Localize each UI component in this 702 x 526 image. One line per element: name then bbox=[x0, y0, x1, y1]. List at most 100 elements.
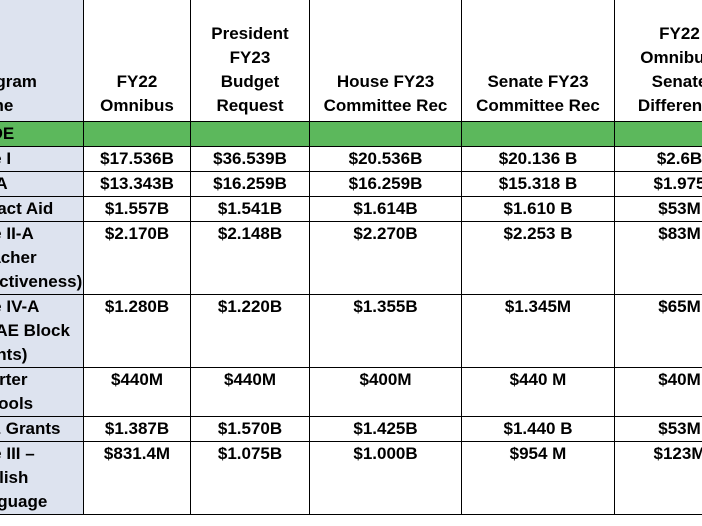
program-name-cell: CTE Grants bbox=[0, 416, 84, 442]
value-cell: $1.541B bbox=[190, 196, 310, 222]
value-cell: $440M bbox=[190, 367, 310, 417]
value-cell: $1.345M bbox=[461, 294, 615, 368]
value-cell: $36.539B bbox=[190, 146, 310, 172]
section-cell bbox=[461, 121, 615, 147]
program-name-line: Title IV-A bbox=[0, 297, 40, 316]
column-header-line: Omnibus bbox=[100, 96, 174, 115]
section-cell bbox=[614, 121, 702, 147]
column-header-line: President bbox=[211, 24, 289, 43]
column-header-line: Committee Rec bbox=[476, 96, 600, 115]
column-header-line: FY22 bbox=[659, 24, 700, 43]
program-name-cell: Charter Schools bbox=[0, 367, 84, 417]
column-header: Program Name bbox=[0, 0, 84, 122]
value-cell: $40M bbox=[614, 367, 702, 417]
program-name-line: (Teacher bbox=[0, 248, 37, 267]
value-cell: $123M bbox=[614, 441, 702, 515]
value-cell: $1.557B bbox=[83, 196, 191, 222]
program-name-cell: Title I bbox=[0, 146, 84, 172]
value-cell: $1.614B bbox=[309, 196, 462, 222]
section-cell bbox=[309, 121, 462, 147]
program-name-line: Grants) bbox=[0, 345, 28, 364]
section-row: USDE bbox=[0, 121, 702, 147]
program-name-line: CTE Grants bbox=[0, 419, 61, 438]
value-cell: $65M bbox=[614, 294, 702, 368]
program-name-line: Effectiveness) bbox=[0, 272, 83, 291]
table-row: Title III – English Language $831.4M$1.075B… bbox=[0, 441, 702, 515]
value-cell: $1.387B bbox=[83, 416, 191, 442]
section-cell bbox=[190, 121, 310, 147]
value-cell: $16.259B bbox=[309, 171, 462, 197]
value-cell: $440M bbox=[83, 367, 191, 417]
column-header: President FY23 Budget Request bbox=[190, 0, 310, 122]
value-cell: $15.318 B bbox=[461, 171, 615, 197]
value-cell: $2.253 B bbox=[461, 221, 615, 295]
table-row: Title II-A(TeacherEffectiveness)$2.170B$… bbox=[0, 221, 702, 295]
value-cell: $1.440 B bbox=[461, 416, 615, 442]
column-header-line: FY22 bbox=[116, 72, 158, 91]
column-header: Senate FY23 Committee Rec bbox=[461, 0, 615, 122]
table-row: Title IV-A (SSAE Block Grants) $1.280B$1.22… bbox=[0, 294, 702, 368]
value-cell: $831.4M bbox=[83, 441, 191, 515]
value-cell: $1.075B bbox=[190, 441, 310, 515]
value-cell: $17.536B bbox=[83, 146, 191, 172]
column-header-line: Omnibus/ bbox=[640, 48, 702, 67]
value-cell: $13.343B bbox=[83, 171, 191, 197]
value-cell: $1.425B bbox=[309, 416, 462, 442]
value-cell: $53M bbox=[614, 416, 702, 442]
program-name-line: Language bbox=[0, 492, 48, 511]
table-row: IDEA$13.343B$16.259B$16.259B$15.318 B$1.… bbox=[0, 171, 702, 197]
column-header-line: House FY23 bbox=[336, 72, 435, 91]
program-name-cell: Title IV-A (SSAE Block Grants) bbox=[0, 294, 84, 368]
table-row: Impact Aid $1.557B$1.541B$1.614B$1.610 B$… bbox=[0, 196, 702, 222]
table-row: CTE Grants $1.387B$1.570B$1.425B$1.440 B$… bbox=[0, 416, 702, 442]
program-name-cell: Title III – English Language bbox=[0, 441, 84, 515]
column-header-line: Senate FY23 bbox=[487, 72, 589, 91]
column-header: FY22 Omnibus bbox=[83, 0, 191, 122]
value-cell: $16.259B bbox=[190, 171, 310, 197]
value-cell: $440 M bbox=[461, 367, 615, 417]
column-header: House FY23 Committee Rec bbox=[309, 0, 462, 122]
value-cell: $20.536B bbox=[309, 146, 462, 172]
section-cell bbox=[83, 121, 191, 147]
program-name-line: Impact Aid bbox=[0, 199, 54, 218]
value-cell: $954 M bbox=[461, 441, 615, 515]
value-cell: $2.270B bbox=[309, 221, 462, 295]
program-name-line: Title I bbox=[0, 149, 12, 168]
value-cell: $1.000B bbox=[309, 441, 462, 515]
program-name-line: IDEA bbox=[0, 174, 8, 193]
column-header-line: Request bbox=[216, 96, 284, 115]
value-cell: $2.6B bbox=[614, 146, 702, 172]
column-header-line: Difference bbox=[637, 96, 702, 115]
program-name-line: Schools bbox=[0, 394, 34, 413]
value-cell: $20.136 B bbox=[461, 146, 615, 172]
program-name-line: English bbox=[0, 468, 29, 487]
program-name-line: (SSAE Block bbox=[0, 321, 70, 340]
value-cell: $53M bbox=[614, 196, 702, 222]
column-header-line: Budget bbox=[220, 72, 280, 91]
value-cell: $83M bbox=[614, 221, 702, 295]
value-cell: $1.220B bbox=[190, 294, 310, 368]
column-header-line: Name bbox=[0, 96, 14, 115]
value-cell: $1.975 bbox=[614, 171, 702, 197]
value-cell: $2.148B bbox=[190, 221, 310, 295]
program-name-line: Title II-A bbox=[0, 224, 34, 243]
header-row: Program Name FY22 Omnibus President FY23 Budge… bbox=[0, 0, 702, 122]
column-header-line: FY23 bbox=[229, 48, 271, 67]
column-header: FY22 Omnibus/Senate Difference bbox=[614, 0, 702, 122]
value-cell: $400M bbox=[309, 367, 462, 417]
table-row: CharterSchools$440M$440M$400M$440 M$40M bbox=[0, 367, 702, 417]
value-cell: $2.170B bbox=[83, 221, 191, 295]
section-label: USDE bbox=[0, 121, 84, 147]
column-header-line: Committee Rec bbox=[323, 96, 448, 115]
budget-comparison-table: Program Name FY22 Omnibus President FY23 Budge… bbox=[0, 0, 702, 515]
column-header-line: Senate bbox=[651, 72, 702, 91]
value-cell: $1.280B bbox=[83, 294, 191, 368]
program-name-cell: Title II-A (Teacher Effectiveness) bbox=[0, 221, 84, 295]
program-name-line: Charter bbox=[0, 370, 28, 389]
value-cell: $1.570B bbox=[190, 416, 310, 442]
value-cell: $1.610 B bbox=[461, 196, 615, 222]
table-body: USDE Title I $17.536B$36.539B$20.536B$20.… bbox=[0, 121, 702, 515]
value-cell: $1.355B bbox=[309, 294, 462, 368]
table-row: Title I $17.536B$36.539B$20.536B$20.136 B… bbox=[0, 146, 702, 172]
